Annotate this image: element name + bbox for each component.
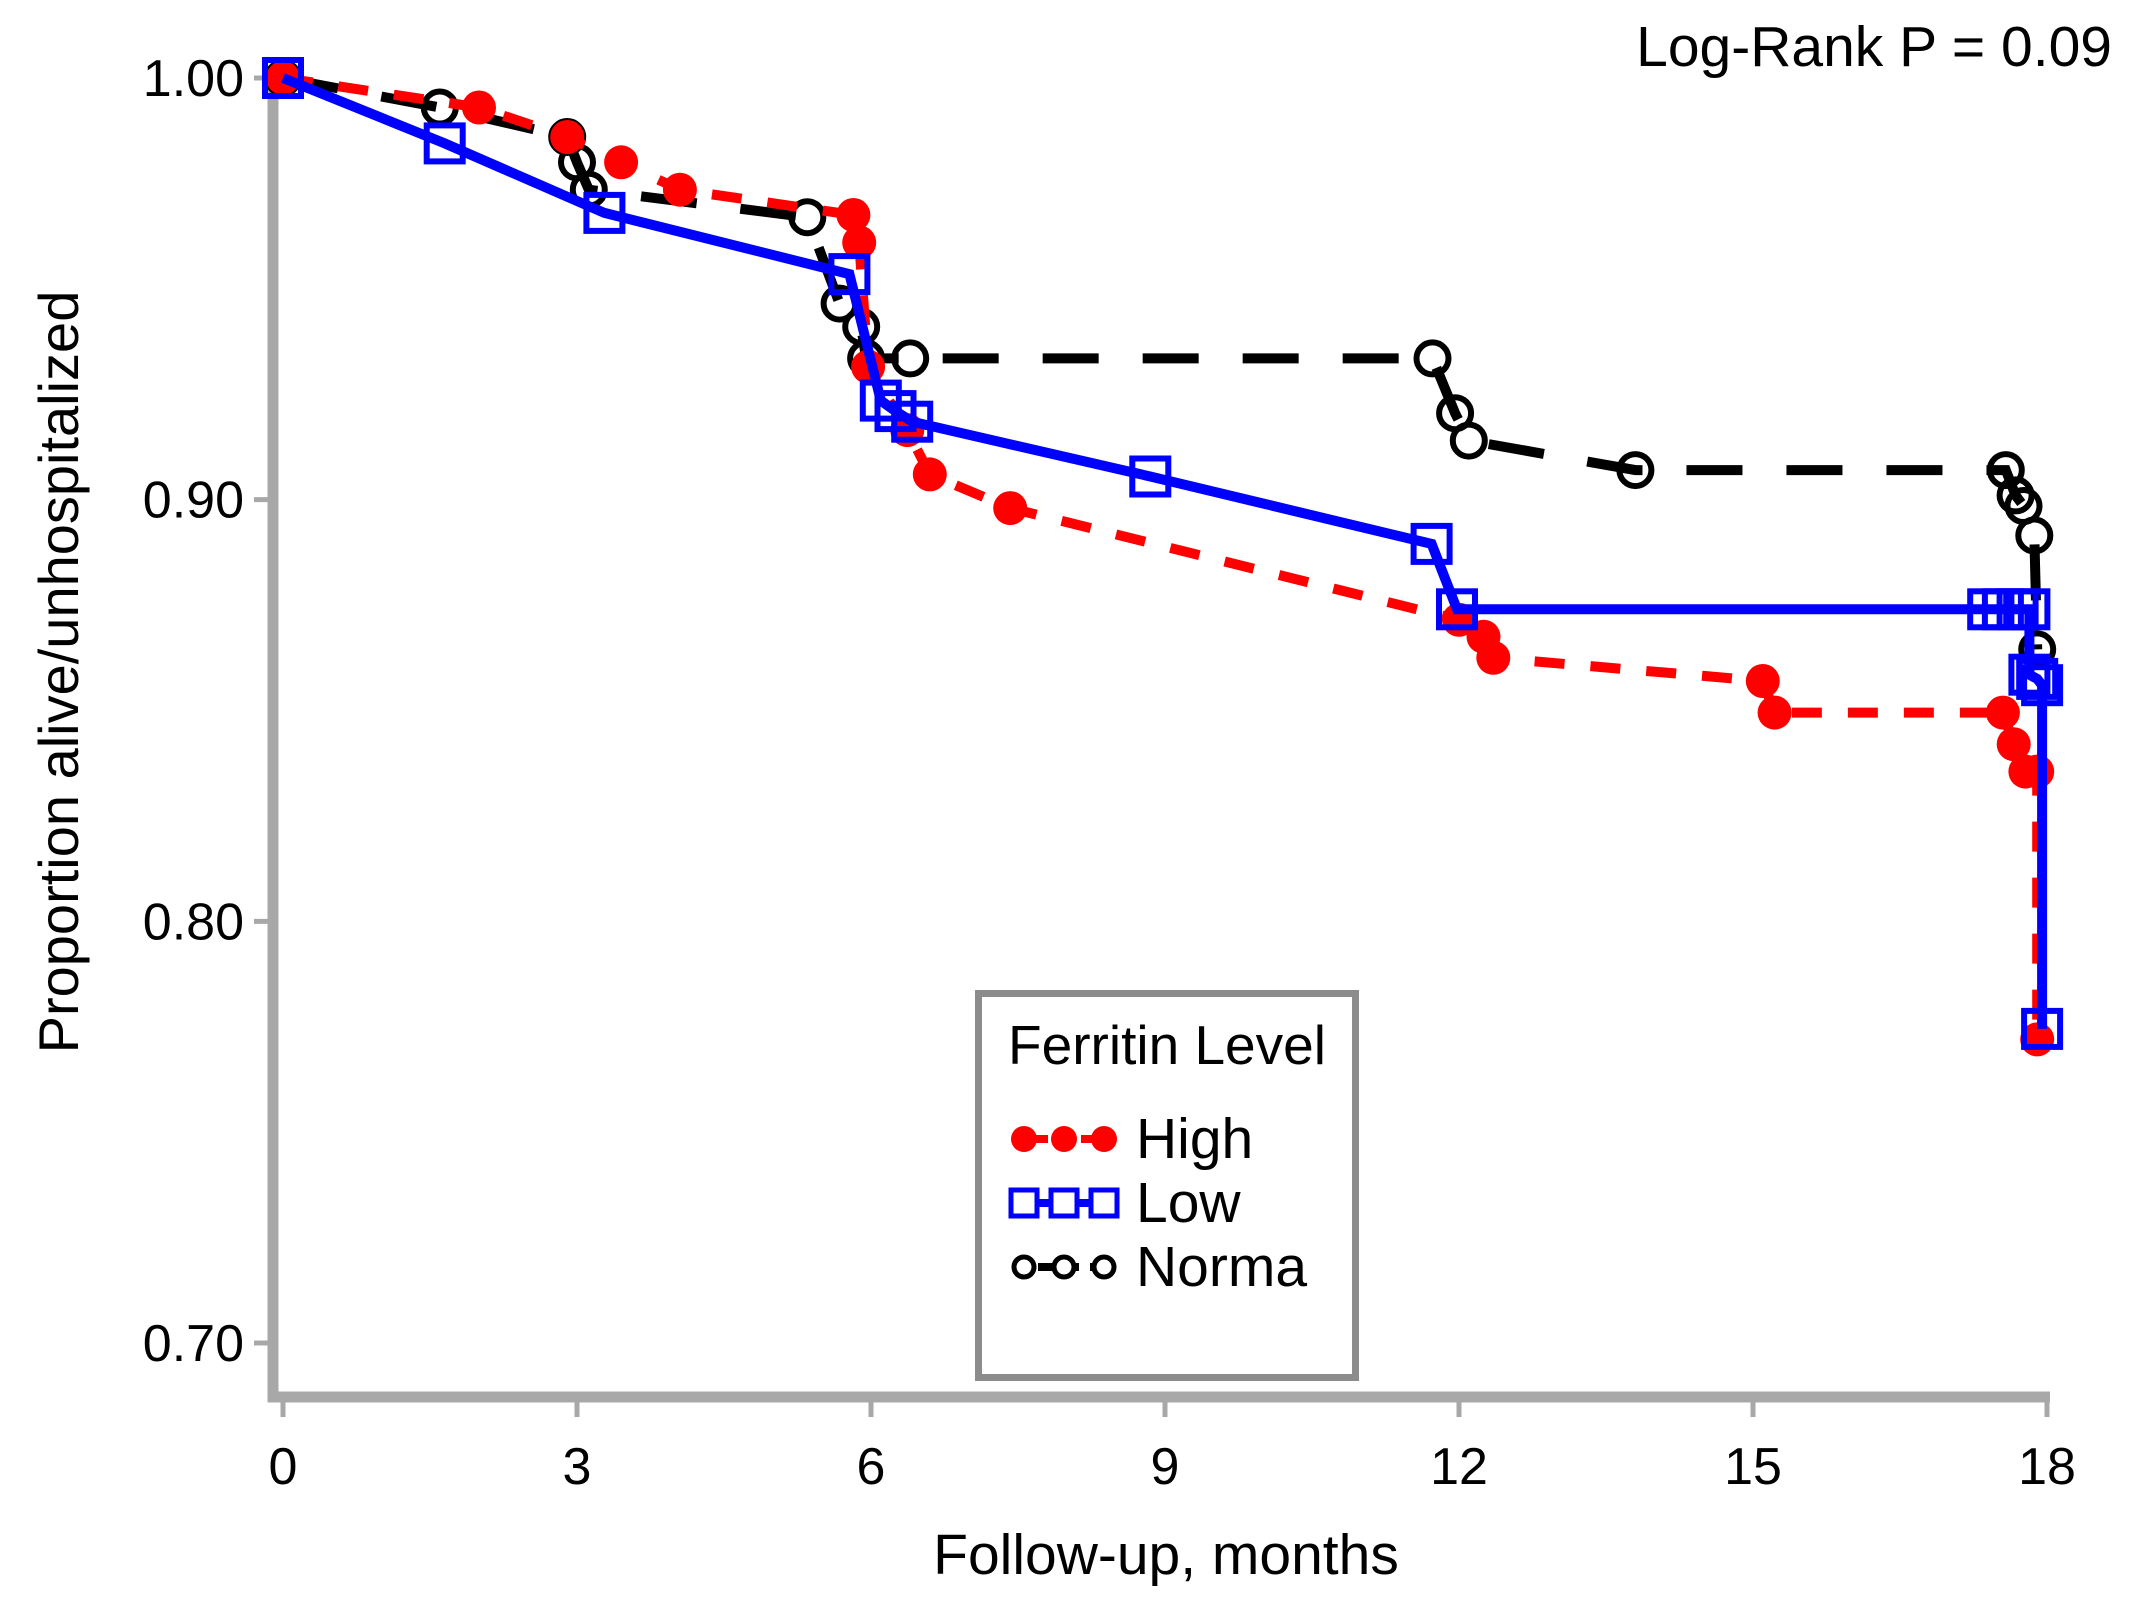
data-point-marker	[912, 457, 947, 492]
legend-swatch-graphic	[1011, 1254, 1117, 1280]
data-point-marker	[262, 57, 304, 99]
legend-swatch-marker	[1051, 1254, 1077, 1280]
data-point-marker	[1449, 421, 1488, 460]
data-point-marker	[842, 225, 877, 260]
data-point-marker	[859, 379, 902, 422]
legend-swatch-marker	[1091, 1254, 1117, 1280]
data-point-marker	[550, 120, 585, 154]
series-norma	[264, 59, 2057, 669]
data-point-marker	[2008, 653, 2051, 696]
series-line	[282, 73, 2043, 1040]
data-point-marker	[1436, 588, 1478, 631]
data-point-marker	[583, 191, 626, 234]
legend-box: Ferritin Level High Low Norma	[975, 990, 1359, 1381]
x-tick-label: 0	[269, 1438, 298, 1496]
data-point-marker	[1410, 522, 1453, 565]
y-tick-label: 0.80	[143, 893, 244, 951]
legend-entry-label: Norma	[1136, 1235, 1308, 1299]
data-point-marker	[1129, 455, 1172, 498]
legend-swatch-high	[1008, 1117, 1120, 1161]
data-point-marker	[891, 339, 930, 378]
legend-swatch-graphic	[1011, 1126, 1117, 1152]
x-tick-label: 9	[1151, 1438, 1180, 1496]
data-point-marker	[993, 491, 1028, 526]
data-point-marker	[604, 145, 639, 180]
data-point-marker	[2016, 657, 2059, 700]
data-point-marker	[423, 122, 466, 165]
data-point-marker	[828, 253, 871, 296]
legend-entry-label: High	[1136, 1107, 1254, 1171]
x-tick-label: 18	[2018, 1438, 2076, 1496]
data-point-marker	[891, 400, 934, 443]
x-tick-label: 12	[1430, 1438, 1488, 1496]
legend-swatch-marker	[1088, 1187, 1120, 1219]
legend-entry-low: Low	[982, 1171, 1352, 1235]
data-point-marker	[1757, 695, 1792, 730]
legend-entry-normal: Norma	[982, 1235, 1352, 1299]
legend-entries: High Low Norma	[982, 1107, 1352, 1299]
data-point-marker	[1476, 640, 1511, 675]
data-point-marker	[462, 90, 496, 125]
data-point-marker	[788, 198, 827, 237]
legend-swatch-marker	[1008, 1187, 1040, 1219]
legend-swatch-marker	[1051, 1126, 1077, 1152]
data-point-marker	[1996, 727, 2031, 762]
log-rank-annotation: Log-Rank P = 0.09	[1636, 15, 2112, 79]
y-tick-label: 1.00	[143, 50, 244, 108]
legend-entry-label: Low	[1136, 1171, 1241, 1235]
legend-swatch-graphic	[1008, 1187, 1120, 1219]
x-tick-label: 6	[857, 1438, 886, 1496]
legend-swatch-marker	[1011, 1126, 1037, 1152]
series-low	[262, 57, 2064, 1050]
data-point-marker	[836, 198, 871, 232]
legend-swatch-marker	[1048, 1187, 1080, 1219]
legend-entry-high: High	[982, 1107, 1352, 1171]
series-high	[266, 61, 2055, 1057]
x-tick-label: 15	[1724, 1438, 1782, 1496]
data-point-marker	[1616, 451, 1655, 490]
x-tick-label: 3	[563, 1438, 592, 1496]
data-point-marker	[1413, 339, 1452, 378]
y-tick-label: 0.70	[143, 1315, 244, 1373]
data-point-marker	[2021, 1007, 2064, 1050]
legend-swatch-normal	[1008, 1245, 1120, 1289]
data-point-marker	[2008, 588, 2051, 631]
series-line	[282, 73, 2043, 650]
y-tick-label: 0.90	[143, 472, 244, 530]
legend-swatch-marker	[1011, 1254, 1037, 1280]
x-axis-title: Follow-up, months	[933, 1523, 1399, 1587]
data-point-marker	[2015, 516, 2054, 555]
data-point-marker	[1985, 695, 2020, 730]
legend-swatch-marker	[1091, 1126, 1117, 1152]
legend-swatch-low	[1008, 1181, 1120, 1225]
data-point-marker	[1745, 664, 1780, 698]
series-line	[281, 73, 2048, 1029]
legend-title: Ferritin Level	[1008, 1014, 1326, 1076]
data-point-marker	[2021, 664, 2064, 707]
y-axis-title: Proportion alive/unhospitalized	[27, 290, 90, 1054]
data-point-marker	[662, 172, 697, 207]
